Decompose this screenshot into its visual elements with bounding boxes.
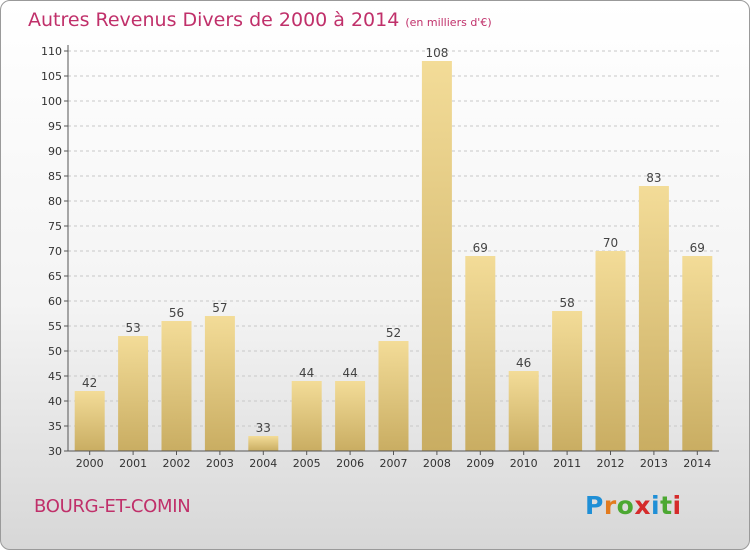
bar bbox=[118, 336, 149, 451]
y-tick-label: 100 bbox=[41, 95, 62, 108]
brand-letter: P bbox=[585, 491, 604, 520]
y-tick-label: 80 bbox=[48, 195, 62, 208]
y-tick-label: 45 bbox=[48, 370, 62, 383]
x-tick-label: 2014 bbox=[683, 457, 711, 470]
data-label: 46 bbox=[516, 356, 531, 370]
brand-logo: Proxiti bbox=[585, 491, 682, 520]
y-tick-label: 105 bbox=[41, 70, 62, 83]
brand-letter: x bbox=[634, 491, 651, 520]
brand-letter: i bbox=[672, 491, 682, 520]
bar bbox=[74, 391, 105, 451]
brand-letter: r bbox=[603, 491, 617, 520]
x-tick-label: 2012 bbox=[597, 457, 625, 470]
data-label: 33 bbox=[256, 421, 271, 435]
bar bbox=[378, 341, 409, 451]
x-tick-label: 2010 bbox=[510, 457, 538, 470]
data-label: 70 bbox=[603, 236, 618, 250]
bar bbox=[552, 311, 583, 451]
data-label: 69 bbox=[690, 241, 705, 255]
x-tick-label: 2007 bbox=[380, 457, 408, 470]
x-tick-label: 2000 bbox=[76, 457, 104, 470]
y-tick-label: 65 bbox=[48, 270, 62, 283]
y-tick-label: 110 bbox=[41, 45, 62, 58]
x-tick-label: 2006 bbox=[336, 457, 364, 470]
y-tick-label: 40 bbox=[48, 395, 62, 408]
bar bbox=[638, 186, 669, 451]
x-tick-label: 2002 bbox=[163, 457, 191, 470]
place-name: BOURG-ET-COMIN bbox=[34, 496, 191, 517]
y-tick-label: 55 bbox=[48, 320, 62, 333]
bar bbox=[248, 436, 279, 451]
data-label: 57 bbox=[212, 301, 227, 315]
x-tick-label: 2005 bbox=[293, 457, 321, 470]
y-tick-label: 90 bbox=[48, 145, 62, 158]
y-tick-label: 85 bbox=[48, 170, 62, 183]
data-label: 108 bbox=[425, 46, 448, 60]
data-label: 69 bbox=[473, 241, 488, 255]
x-tick-label: 2013 bbox=[640, 457, 668, 470]
bar bbox=[161, 321, 192, 451]
data-label: 52 bbox=[386, 326, 401, 340]
x-tick-label: 2009 bbox=[466, 457, 494, 470]
y-tick-label: 30 bbox=[48, 445, 62, 458]
unit-label: (en milliers d'€) bbox=[405, 16, 492, 29]
x-tick-label: 2011 bbox=[553, 457, 581, 470]
bar bbox=[335, 381, 366, 451]
bar bbox=[421, 61, 452, 451]
data-label: 42 bbox=[82, 376, 97, 390]
data-label: 53 bbox=[125, 321, 140, 335]
brand-letter: t bbox=[660, 491, 673, 520]
brand-letter: o bbox=[616, 491, 635, 520]
data-label: 44 bbox=[342, 366, 357, 380]
data-label: 83 bbox=[646, 171, 661, 185]
bar bbox=[682, 256, 713, 451]
x-tick-label: 2004 bbox=[249, 457, 277, 470]
data-label: 56 bbox=[169, 306, 184, 320]
data-label: 58 bbox=[559, 296, 574, 310]
x-tick-label: 2008 bbox=[423, 457, 451, 470]
bar bbox=[291, 381, 322, 451]
bar bbox=[595, 251, 626, 451]
bar bbox=[465, 256, 496, 451]
y-tick-label: 35 bbox=[48, 420, 62, 433]
y-tick-label: 95 bbox=[48, 120, 62, 133]
chart-title: Autres Revenus Divers de 2000 à 2014 (en … bbox=[28, 9, 492, 31]
x-tick-label: 2003 bbox=[206, 457, 234, 470]
y-tick-label: 60 bbox=[48, 295, 62, 308]
x-tick-label: 2001 bbox=[119, 457, 147, 470]
data-label: 44 bbox=[299, 366, 314, 380]
brand-letter: i bbox=[651, 491, 661, 520]
y-tick-label: 75 bbox=[48, 220, 62, 233]
title-text: Autres Revenus Divers de 2000 à 2014 bbox=[28, 9, 400, 31]
y-tick-label: 70 bbox=[48, 245, 62, 258]
bar bbox=[508, 371, 539, 451]
bar bbox=[204, 316, 235, 451]
y-tick-label: 50 bbox=[48, 345, 62, 358]
